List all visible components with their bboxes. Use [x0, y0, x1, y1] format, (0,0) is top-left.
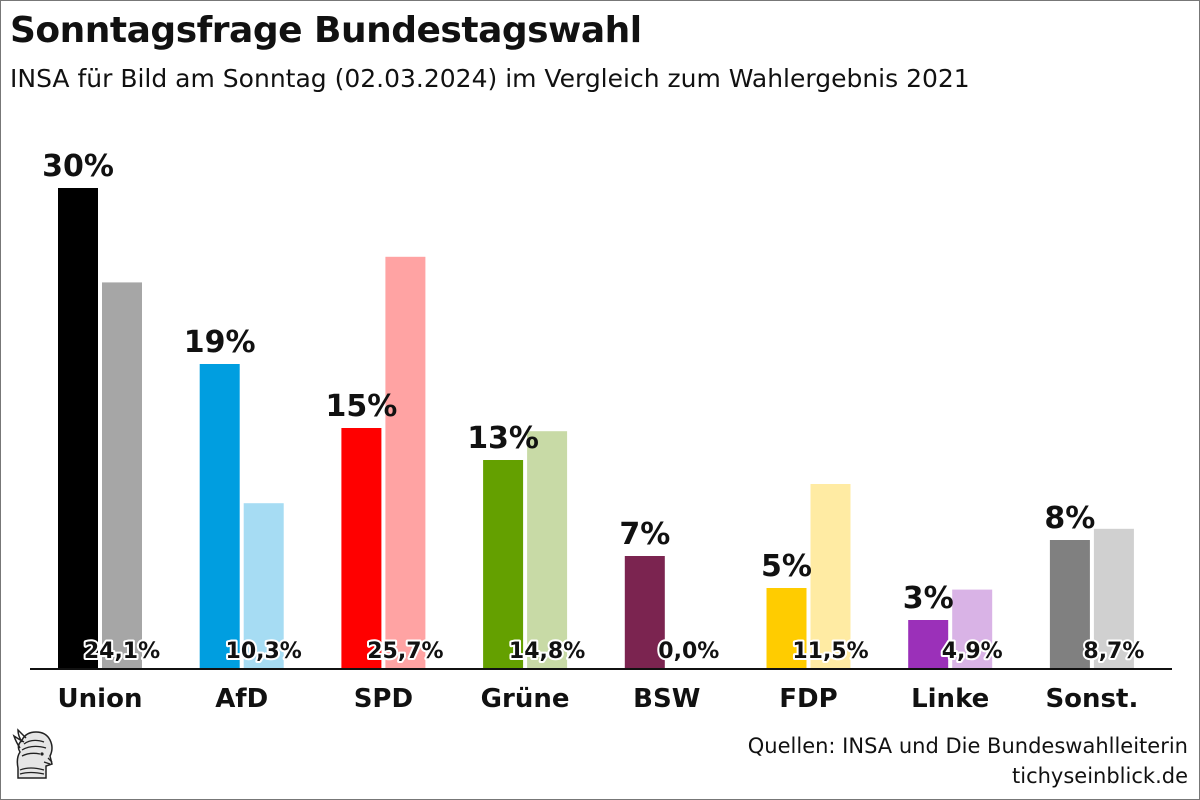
value-label-poll-linke: 3% [903, 581, 954, 616]
category-label-grne: Grüne [481, 684, 570, 714]
bar-poll-linke [908, 620, 949, 668]
value-label-poll-spd: 15% [325, 389, 397, 424]
bar-chart: 30% 24,1% Union 19% 10,3% AfD 15% 25,7% SPD 13% 14… [30, 149, 1172, 714]
bar-election-linke [952, 589, 993, 668]
category-label-afd: AfD [215, 684, 268, 714]
category-label-bsw: BSW [633, 684, 700, 714]
bar-election-spd [385, 256, 426, 668]
category-label-sonst: Sonst. [1045, 684, 1138, 714]
source-note: Quellen: INSA und Die Bundeswahlleiterin… [748, 731, 1188, 791]
category-label-fdp: FDP [779, 684, 837, 714]
category-label-spd: SPD [354, 684, 413, 714]
bar-poll-spd [341, 428, 382, 668]
value-label-election-union: 24,1% [84, 639, 160, 664]
value-label-poll-bsw: 7% [619, 517, 670, 552]
category-label-linke: Linke [911, 684, 989, 714]
bar-election-union [102, 282, 142, 668]
value-label-poll-sonst: 8% [1044, 501, 1095, 536]
value-label-poll-grne: 13% [467, 421, 539, 456]
hermes-logo-icon [12, 728, 53, 779]
value-label-election-linke: 4,9% [942, 639, 1003, 664]
value-label-poll-afd: 19% [184, 325, 256, 360]
bar-election-fdp [810, 484, 851, 668]
bar-poll-afd [199, 364, 240, 668]
chart-subtitle: INSA für Bild am Sonntag (02.03.2024) im… [10, 64, 970, 93]
category-label-union: Union [58, 684, 143, 714]
value-label-election-fdp: 11,5% [792, 639, 868, 664]
bar-poll-fdp [766, 588, 807, 668]
bar-poll-union [58, 188, 98, 668]
bar-poll-grne [483, 460, 524, 668]
bar-election-grne [527, 431, 568, 668]
value-label-election-afd: 10,3% [226, 639, 302, 664]
value-label-poll-union: 30% [42, 149, 114, 184]
site-name: tichyseinblick.de [1012, 764, 1188, 788]
sources-text: Quellen: INSA und Die Bundeswahlleiterin [747, 734, 1188, 758]
bar-poll-bsw [624, 556, 665, 668]
chart-title: Sonntagsfrage Bundestagswahl [10, 10, 642, 51]
value-label-election-grne: 14,8% [509, 639, 585, 664]
value-label-election-bsw: 0,0% [658, 639, 719, 664]
value-label-poll-fdp: 5% [761, 549, 812, 584]
bar-election-sonst [1093, 528, 1134, 668]
value-label-election-spd: 25,7% [367, 639, 443, 664]
bar-election-afd [243, 503, 284, 668]
value-label-election-sonst: 8,7% [1083, 639, 1144, 664]
bar-poll-sonst [1049, 540, 1090, 668]
